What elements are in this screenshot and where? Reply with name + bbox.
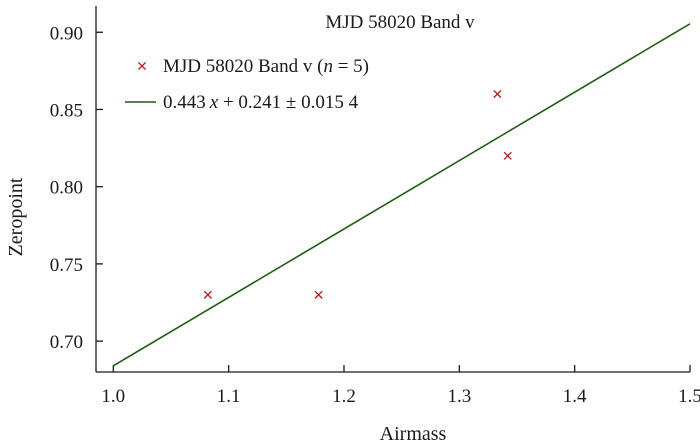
x-tick-label: 1.2	[332, 386, 356, 407]
data-point	[314, 290, 323, 299]
fit-line	[112, 23, 691, 367]
legend-line-label-x: x	[209, 92, 219, 113]
x-tick-label: 1.5	[678, 386, 700, 407]
chart-title: MJD 58020 Band v	[325, 12, 475, 33]
y-axis-label: Zeropoint	[5, 177, 27, 256]
x-ticks: 1.0 1.1 1.2 1.3 1.4 1.5	[101, 365, 700, 407]
y-tick-label: 0.90	[50, 23, 83, 44]
y-tick-label: 0.80	[50, 178, 83, 199]
legend-line-label-slope: 0.443	[163, 92, 206, 113]
legend-scatter-label-suffix: = 5)	[333, 56, 369, 77]
x-tick-label: 1.4	[563, 386, 587, 407]
legend-scatter-label-n: n	[323, 56, 333, 77]
legend-line-label: 0.443 x + 0.241 ± 0.015 4	[163, 92, 359, 113]
legend-scatter-label: MJD 58020 Band v (n = 5)	[163, 56, 369, 77]
x-tick-label: 1.1	[217, 386, 241, 407]
y-tick-label: 0.85	[50, 100, 83, 121]
x-tick-label: 1.3	[447, 386, 471, 407]
scatter-points	[203, 89, 512, 299]
data-point	[203, 290, 212, 299]
y-tick-label: 0.75	[50, 255, 83, 276]
legend-scatter-label-prefix: MJD 58020 Band v (	[163, 56, 323, 77]
legend-x-marker	[137, 61, 147, 71]
y-tick-label: 0.70	[50, 332, 83, 353]
legend-line-label-rest: + 0.241 ± 0.015 4	[218, 92, 358, 113]
data-point	[503, 151, 512, 160]
legend: MJD 58020 Band v (n = 5) 0.443 x + 0.241 …	[125, 56, 369, 113]
x-tick-label: 1.0	[101, 386, 125, 407]
x-axis-label: Airmass	[380, 423, 447, 445]
legend-scatter-marker	[137, 61, 147, 71]
data-point	[493, 89, 502, 99]
y-ticks: 0.70 0.75 0.80 0.85 0.90	[50, 23, 103, 353]
